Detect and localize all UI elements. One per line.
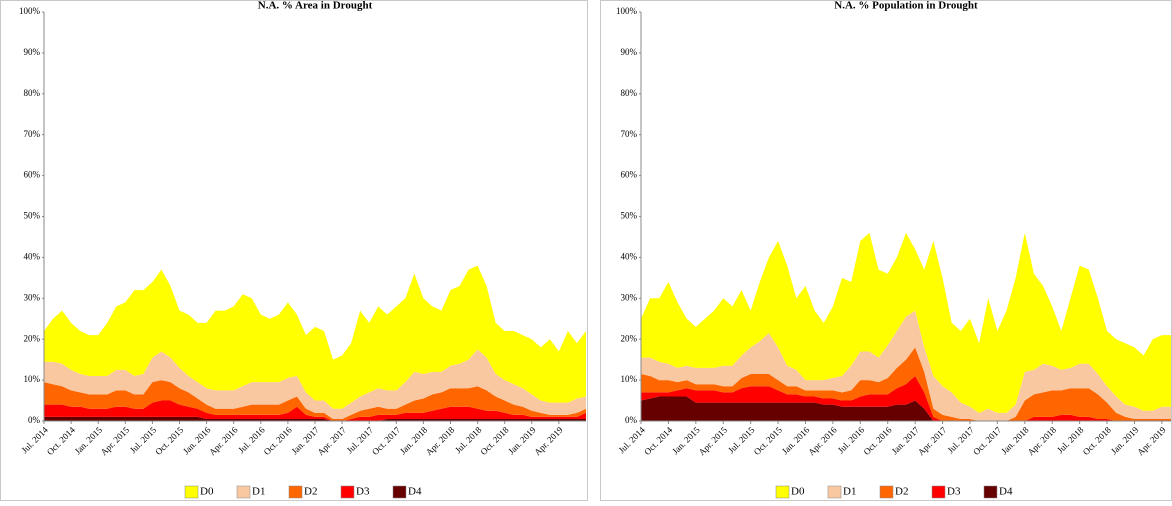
- legend-swatch: [288, 485, 303, 499]
- y-tick-label: 100%: [19, 6, 41, 16]
- legend-label: D1: [252, 486, 265, 498]
- x-tick-label: Apr. 2015: [697, 424, 730, 457]
- y-tick-label: 30%: [621, 292, 638, 302]
- x-tick-label: Oct. 2015: [752, 424, 785, 457]
- chart-title: N.A. % Area in Drought: [258, 0, 373, 12]
- x-tick-label: Apr. 2016: [806, 424, 839, 457]
- area: [44, 400, 586, 421]
- legend-swatch: [983, 485, 998, 499]
- y-tick-label: 10%: [24, 374, 41, 384]
- area: [641, 396, 1171, 421]
- x-tick-label: Oct. 2014: [642, 424, 675, 457]
- y-tick-label: 0%: [28, 415, 41, 425]
- y-tick-label: 40%: [24, 251, 41, 261]
- x-tick-label: Apr. 2019: [1135, 424, 1168, 457]
- y-tick-label: 10%: [621, 374, 638, 384]
- legend-label: D3: [356, 486, 370, 498]
- y-tick-label: 90%: [24, 47, 41, 57]
- chart-frame: [0, 0, 588, 501]
- legend-label: D4: [408, 486, 422, 498]
- area: [44, 349, 586, 419]
- y-tick-label: 60%: [24, 170, 41, 180]
- x-tick-label: Oct. 2017: [971, 424, 1004, 457]
- legend-label: D3: [947, 486, 961, 498]
- legend-swatch: [340, 485, 355, 499]
- area: [44, 380, 586, 421]
- x-tick-label: Oct. 2015: [153, 424, 186, 457]
- chart-title: N.A. % Population in Drought: [834, 0, 978, 12]
- area: [641, 376, 1171, 421]
- y-tick-label: 70%: [621, 129, 638, 139]
- legend-swatch: [184, 485, 199, 499]
- area: [44, 265, 586, 409]
- x-tick-label: Apr. 2017: [916, 424, 949, 457]
- legend-swatch: [931, 485, 946, 499]
- y-tick-label: 20%: [621, 333, 638, 343]
- x-tick-label: Apr. 2015: [99, 424, 132, 457]
- legend-label: D0: [791, 486, 805, 498]
- y-tick-label: 100%: [616, 6, 638, 16]
- x-tick-label: Oct. 2018: [1081, 424, 1114, 457]
- x-tick-label: Oct. 2018: [478, 424, 511, 457]
- y-tick-label: 80%: [621, 88, 638, 98]
- x-tick-label: Oct. 2016: [262, 424, 295, 457]
- legend-label: D4: [999, 486, 1013, 498]
- y-tick-label: 0%: [625, 415, 638, 425]
- y-tick-label: 40%: [621, 251, 638, 261]
- area: [641, 310, 1171, 421]
- legend-swatch: [392, 485, 407, 499]
- x-tick-label: Oct. 2017: [370, 424, 403, 457]
- area: [641, 347, 1171, 421]
- x-tick-label: Apr. 2018: [1026, 424, 1059, 457]
- y-tick-label: 80%: [24, 88, 41, 98]
- legend-label: D2: [895, 486, 908, 498]
- y-tick-label: 50%: [24, 211, 41, 221]
- x-tick-label: Oct. 2016: [861, 424, 894, 457]
- y-tick-label: 20%: [24, 333, 41, 343]
- x-tick-label: Apr. 2017: [315, 424, 348, 457]
- y-tick-label: 50%: [621, 211, 638, 221]
- area: [641, 232, 1171, 413]
- y-tick-label: 60%: [621, 170, 638, 180]
- legend-swatch: [879, 485, 894, 499]
- legend-swatch: [236, 485, 251, 499]
- y-tick-label: 90%: [621, 47, 638, 57]
- legend-label: D0: [200, 486, 214, 498]
- area: [44, 416, 586, 421]
- x-tick-label: Apr. 2018: [424, 424, 457, 457]
- y-tick-label: 70%: [24, 129, 41, 139]
- y-tick-label: 30%: [24, 292, 41, 302]
- legend-swatch: [827, 485, 842, 499]
- x-tick-label: Oct. 2014: [45, 424, 78, 457]
- x-tick-label: Apr. 2016: [207, 424, 240, 457]
- legend-label: D1: [843, 486, 856, 498]
- x-tick-label: Apr. 2019: [532, 424, 565, 457]
- legend-label: D2: [304, 486, 317, 498]
- legend-swatch: [775, 485, 790, 499]
